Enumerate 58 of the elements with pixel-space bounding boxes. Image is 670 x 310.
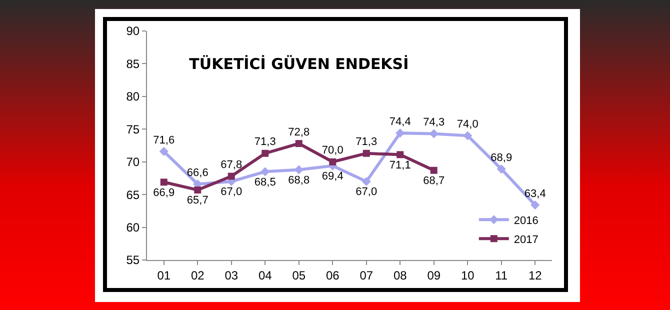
data-label: 70,0 — [322, 144, 344, 157]
y-tick-label: 75 — [126, 122, 140, 136]
point — [496, 164, 506, 174]
y-tick-label: 65 — [126, 188, 140, 202]
data-label: 66,9 — [153, 186, 175, 199]
x-tick-label: 09 — [427, 268, 441, 282]
data-label: 71,3 — [254, 136, 276, 148]
point — [160, 178, 168, 186]
point — [430, 166, 438, 174]
x-tick-label: 07 — [360, 268, 374, 282]
x-tick-label: 02 — [190, 268, 205, 282]
y-tick-label: 60 — [126, 220, 140, 234]
data-label: 68,5 — [254, 176, 276, 188]
x-tick-label: 06 — [326, 268, 340, 282]
data-label: 71,1 — [389, 159, 411, 172]
y-tick-label: 55 — [126, 253, 140, 268]
point — [362, 150, 370, 157]
point — [396, 151, 404, 158]
data-label: 63,4 — [524, 188, 546, 200]
point — [194, 186, 202, 194]
point — [228, 172, 235, 180]
data-label: 68,9 — [490, 152, 512, 164]
y-tick-label: 80 — [126, 90, 140, 104]
text: TÜKETİCİ GÜVEN ENDEKSİ — [189, 54, 409, 73]
data-label: 68,7 — [423, 174, 445, 187]
y-tick-label: 90 — [126, 24, 140, 38]
x-tick-label: 05 — [292, 268, 306, 282]
point — [329, 158, 336, 166]
data-label: 65,7 — [186, 194, 208, 207]
data-label: 67,0 — [220, 186, 242, 198]
x-tick-label: 08 — [393, 268, 408, 282]
point — [159, 146, 168, 156]
point — [463, 131, 472, 140]
x-tick-label: 11 — [495, 268, 508, 282]
x-tick-label: 03 — [224, 268, 238, 282]
y-tick-label: 70 — [126, 155, 140, 170]
y-tick-label: 85 — [126, 56, 140, 71]
data-label: 74,4 — [389, 116, 411, 128]
legend-label: 2017 — [514, 234, 538, 246]
x-tick-label: 12 — [528, 268, 542, 282]
data-label: 72,8 — [288, 126, 310, 138]
data-label: 68,8 — [288, 174, 310, 186]
data-label: 74,0 — [456, 118, 478, 131]
point — [295, 140, 302, 148]
legend-label: 2016 — [514, 214, 538, 227]
point — [362, 176, 371, 186]
x-tick-label: 10 — [460, 268, 475, 282]
data-label: 71,6 — [153, 134, 175, 146]
data-label: 71,3 — [356, 136, 378, 148]
x-tick-label: 04 — [258, 268, 272, 282]
data-label: 66,6 — [186, 166, 208, 179]
point — [530, 200, 540, 210]
data-label: 69,4 — [322, 170, 344, 182]
data-label: 67,8 — [220, 159, 242, 172]
data-label: 74,3 — [423, 116, 445, 129]
x-tick-label: 01 — [157, 268, 171, 282]
point — [262, 150, 269, 157]
data-label: 67,0 — [356, 186, 378, 198]
